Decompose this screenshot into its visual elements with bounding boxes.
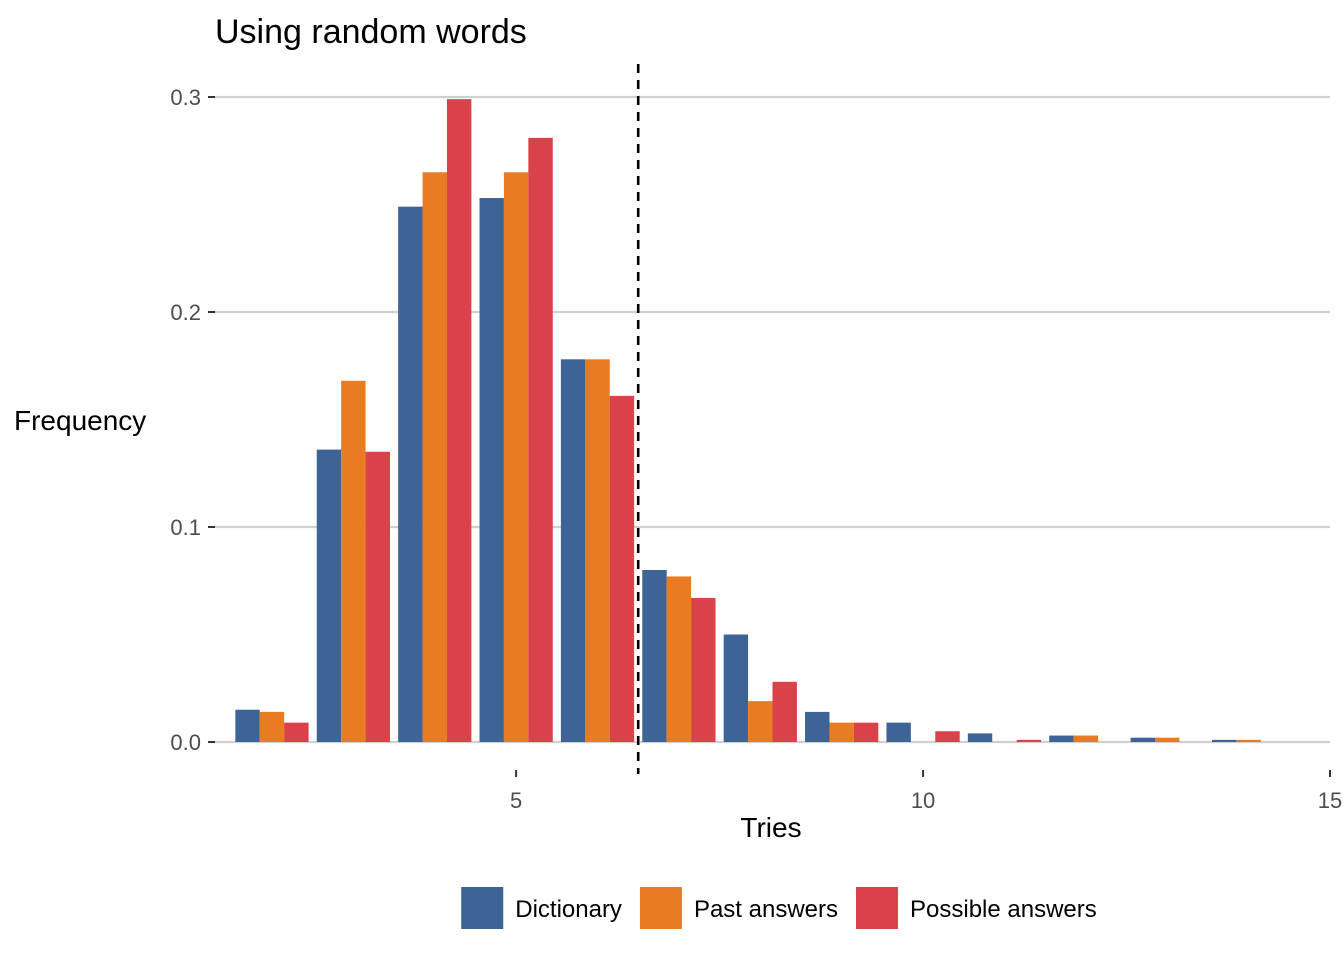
bar-dictionary bbox=[316, 449, 342, 742]
bar-possible-answers bbox=[853, 722, 879, 742]
bar-dictionary bbox=[1211, 739, 1237, 742]
bar-dictionary bbox=[235, 709, 260, 742]
bar-past-answers bbox=[829, 722, 854, 742]
bar-dictionary bbox=[1130, 737, 1156, 742]
legend-swatch bbox=[461, 887, 504, 929]
legend-swatch bbox=[856, 887, 899, 929]
y-axis-title: Frequency bbox=[14, 405, 146, 436]
bar-possible-answers bbox=[446, 99, 472, 742]
bar-dictionary bbox=[886, 722, 911, 742]
bar-past-answers bbox=[259, 711, 285, 742]
bar-dictionary bbox=[642, 570, 667, 742]
x-tick-label: 10 bbox=[911, 788, 935, 813]
x-axis-ticks: 5 10 15 bbox=[510, 770, 1342, 813]
bar-past-answers bbox=[1073, 735, 1099, 742]
legend-swatch bbox=[639, 887, 682, 929]
bar-possible-answers bbox=[935, 731, 960, 742]
x-tick-label: 5 bbox=[510, 788, 522, 813]
y-tick-label: 0.0 bbox=[170, 730, 201, 755]
legend-label: Dictionary bbox=[515, 896, 622, 923]
bar-past-answers bbox=[341, 380, 366, 742]
y-tick-label: 0.1 bbox=[170, 515, 201, 540]
bar-possible-answers bbox=[1016, 739, 1042, 742]
bar-dictionary bbox=[1049, 735, 1074, 742]
bar-dictionary bbox=[479, 198, 504, 743]
bars bbox=[235, 99, 1261, 743]
bar-past-answers bbox=[748, 701, 773, 742]
y-tick-label: 0.3 bbox=[170, 85, 201, 110]
chart-title: Using random words bbox=[215, 13, 527, 51]
bar-past-answers bbox=[585, 359, 610, 742]
bar-dictionary bbox=[560, 359, 586, 742]
bar-possible-answers bbox=[691, 597, 716, 742]
x-tick-label: 15 bbox=[1318, 788, 1342, 813]
bar-past-answers bbox=[1236, 739, 1261, 742]
bar-dictionary bbox=[967, 733, 993, 742]
bar-dictionary bbox=[398, 206, 423, 742]
bar-possible-answers bbox=[609, 395, 635, 742]
y-tick-label: 0.2 bbox=[170, 300, 201, 325]
bar-dictionary bbox=[723, 634, 749, 742]
x-axis-title: Tries bbox=[740, 812, 801, 843]
legend: Dictionary Past answers Possible answers bbox=[461, 887, 1097, 929]
bar-past-answers bbox=[1155, 737, 1180, 742]
bar-past-answers bbox=[503, 172, 529, 742]
legend-label: Possible answers bbox=[910, 896, 1097, 923]
bar-past-answers bbox=[422, 172, 447, 742]
bar-past-answers bbox=[666, 576, 692, 742]
bar-possible-answers bbox=[284, 722, 309, 742]
bar-possible-answers bbox=[365, 451, 390, 742]
y-axis-ticks: 0.0 0.1 0.2 0.3 bbox=[170, 85, 215, 755]
bar-possible-answers bbox=[772, 681, 797, 742]
bar-dictionary bbox=[805, 711, 830, 742]
bar-possible-answers bbox=[528, 137, 553, 743]
legend-label: Past answers bbox=[694, 896, 838, 923]
